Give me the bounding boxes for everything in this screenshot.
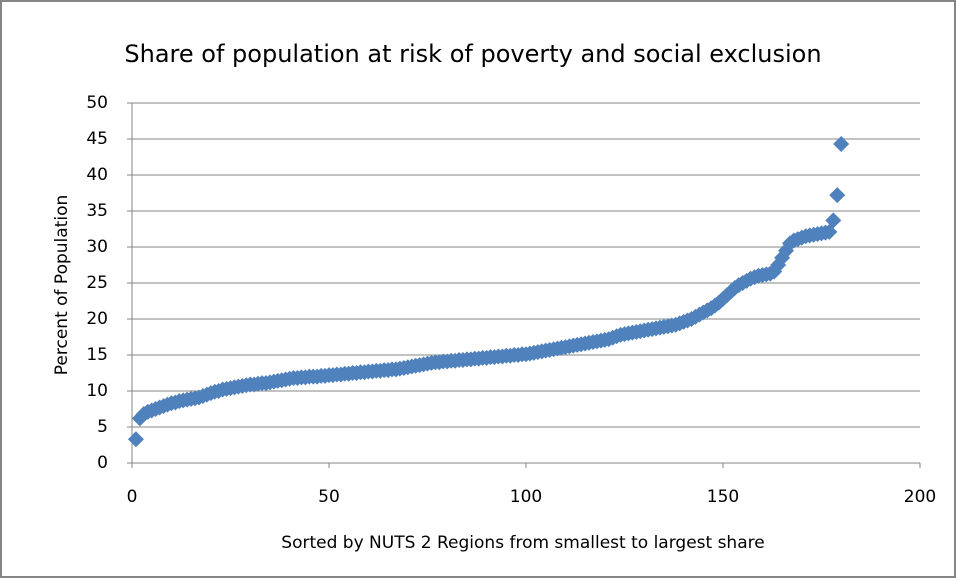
y-tick-label: 20 [86, 309, 108, 329]
data-point [127, 431, 144, 448]
data-point [825, 212, 842, 229]
y-tick-label: 5 [97, 417, 108, 437]
y-axis-label: Percent of Population [52, 195, 72, 375]
y-tick-label: 35 [86, 201, 108, 221]
x-tick-label: 100 [510, 487, 542, 507]
y-tick-label: 25 [86, 273, 108, 293]
y-tick-label: 15 [86, 345, 108, 365]
y-tick-label: 10 [86, 381, 108, 401]
x-axis-label: Sorted by NUTS 2 Regions from smallest t… [281, 533, 764, 553]
data-point [833, 136, 850, 153]
y-tick-label: 50 [86, 93, 108, 113]
y-tick-label: 45 [86, 129, 108, 149]
chart-title: Share of population at risk of poverty a… [124, 40, 821, 68]
x-tick-label: 150 [707, 487, 739, 507]
x-tick-label: 50 [318, 487, 340, 507]
y-tick-label: 40 [86, 165, 108, 185]
x-tick-label: 200 [904, 487, 936, 507]
data-point [829, 187, 846, 204]
y-tick-label: 0 [97, 453, 108, 473]
x-tick-label: 0 [127, 487, 138, 507]
y-tick-label: 30 [86, 237, 108, 257]
